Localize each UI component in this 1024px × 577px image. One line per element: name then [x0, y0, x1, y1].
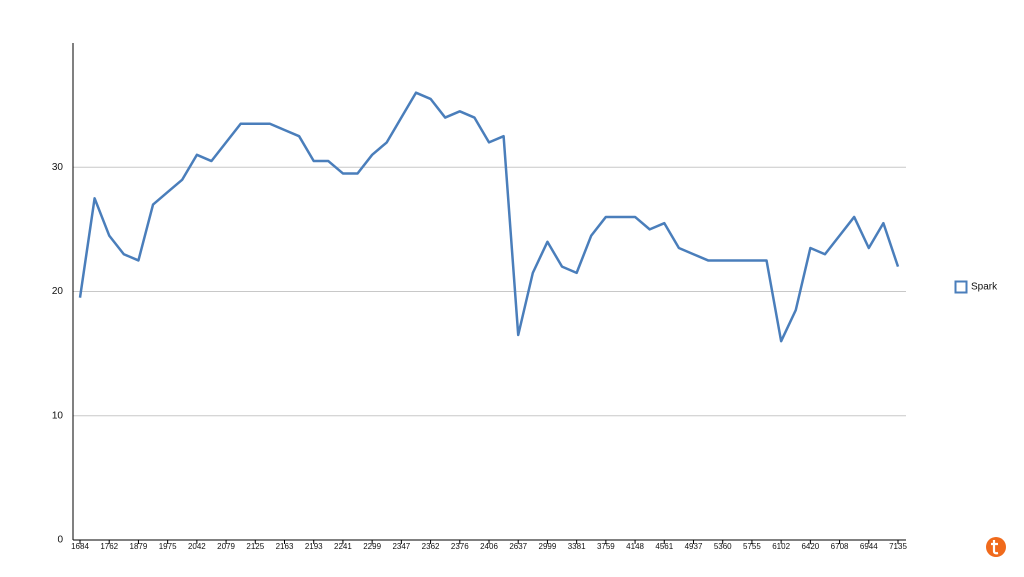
x-tick-label: 1975: [159, 542, 177, 551]
x-tick-label: 7135: [889, 542, 907, 551]
y-tick-label: 30: [52, 162, 64, 173]
x-tick-label: 1879: [130, 542, 148, 551]
x-tick-label: 2347: [392, 542, 410, 551]
x-tick-label: 6102: [772, 542, 790, 551]
x-tick-label: 2042: [188, 542, 206, 551]
badge-glyph: [991, 540, 999, 555]
y-tick-label: 20: [52, 286, 64, 297]
y-tick-label: 10: [52, 410, 64, 421]
x-tick-label: 4561: [655, 542, 673, 551]
x-tick-label: 2299: [363, 542, 381, 551]
x-tick-label: 4937: [685, 542, 703, 551]
legend-swatch: [954, 280, 968, 294]
x-tick-label: 2193: [305, 542, 323, 551]
x-tick-label: 3381: [568, 542, 586, 551]
x-tick-label: 5755: [743, 542, 761, 551]
x-tick-label: 4148: [626, 542, 644, 551]
x-tick-label: 5360: [714, 542, 732, 551]
badge-icon: [986, 537, 1006, 557]
x-tick-label: 2406: [480, 542, 498, 551]
x-tick-label: 2125: [246, 542, 264, 551]
x-tick-label: 2362: [422, 542, 440, 551]
data-line: [78, 91, 900, 343]
y-tick-label: 0: [57, 535, 63, 546]
x-tick-label: 2163: [276, 542, 294, 551]
x-tick-label: 3759: [597, 542, 615, 551]
x-tick-label: 2079: [217, 542, 235, 551]
x-tick-label: 6708: [831, 542, 849, 551]
x-tick-label: 1762: [100, 542, 118, 551]
x-tick-label: 2999: [539, 542, 557, 551]
legend-label: Spark: [971, 282, 998, 293]
x-tick-label: 6944: [860, 542, 878, 551]
x-tick-label: 2637: [509, 542, 527, 551]
x-tick-label: 2376: [451, 542, 469, 551]
x-tick-label: 1684: [71, 542, 89, 551]
x-tick-label: 2241: [334, 542, 352, 551]
x-tick-label: 6420: [801, 542, 819, 551]
